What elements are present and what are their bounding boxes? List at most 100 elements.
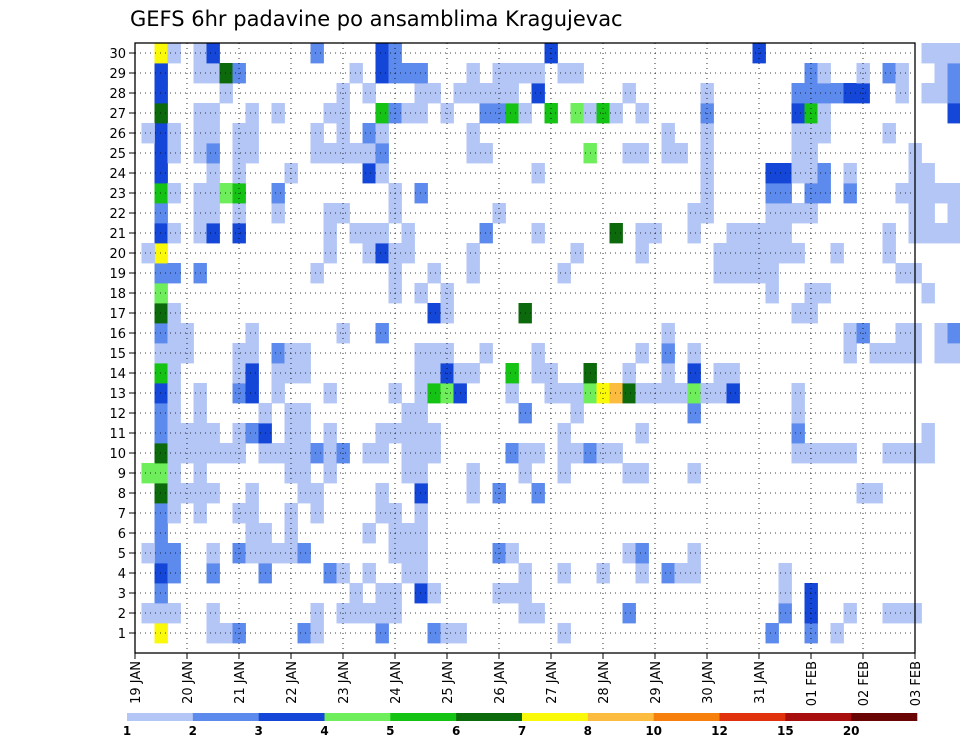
heatmap-cell [817, 63, 831, 84]
heatmap-cell [739, 263, 753, 284]
heatmap-cell [934, 223, 948, 244]
heatmap-cell [219, 63, 233, 84]
x-tick-label: 02 FEB [857, 661, 872, 706]
heatmap-cell [167, 403, 181, 424]
heatmap-cell [219, 443, 233, 464]
heatmap-cell [362, 163, 376, 184]
heatmap-cell [505, 443, 519, 464]
heatmap-cell [934, 323, 948, 344]
heatmap-cell [466, 243, 480, 264]
y-tick-label: 27 [109, 107, 126, 122]
heatmap-cell [245, 323, 259, 344]
y-tick-label: 15 [109, 347, 126, 362]
heatmap-cell [570, 383, 584, 404]
heatmap-cell [310, 143, 324, 164]
heatmap-cell [375, 43, 389, 64]
legend-swatch [785, 713, 852, 721]
heatmap-cell [947, 63, 960, 84]
heatmap-cell [557, 423, 571, 444]
heatmap-cell [635, 143, 649, 164]
y-tick-label: 5 [118, 547, 126, 562]
heatmap-cell [414, 543, 428, 564]
heatmap-cell [414, 103, 428, 124]
y-tick-label: 21 [109, 227, 126, 242]
heatmap-cell [830, 623, 844, 644]
heatmap-cell [375, 503, 389, 524]
heatmap-cell [167, 503, 181, 524]
heatmap-cell [934, 183, 948, 204]
heatmap-cell [167, 443, 181, 464]
heatmap-cell [687, 463, 701, 484]
heatmap-cell [609, 223, 623, 244]
heatmap-cell [154, 383, 168, 404]
heatmap-cell [726, 263, 740, 284]
heatmap-cell [674, 383, 688, 404]
legend-label: 6 [452, 724, 460, 738]
heatmap-cell [310, 443, 324, 464]
heatmap-cell [375, 63, 389, 84]
heatmap-cell [921, 83, 935, 104]
y-tick-label: 3 [118, 587, 126, 602]
heatmap-cell [635, 463, 649, 484]
legend-label: 5 [386, 724, 394, 738]
heatmap-cell [401, 103, 415, 124]
legend-label: 4 [320, 724, 328, 738]
heatmap-cell [297, 363, 311, 384]
legend-label: 8 [584, 724, 592, 738]
heatmap-cell [479, 83, 493, 104]
heatmap-cell [765, 163, 779, 184]
heatmap-cell [154, 163, 168, 184]
heatmap-cell [635, 423, 649, 444]
heatmap-cell [154, 43, 168, 64]
heatmap-cell [349, 143, 363, 164]
heatmap-cell [154, 83, 168, 104]
y-tick-label: 23 [109, 187, 126, 202]
heatmap-cell [414, 483, 428, 504]
y-tick-label: 24 [109, 167, 126, 182]
heatmap-cell [687, 383, 701, 404]
legend-label: 10 [645, 724, 662, 738]
heatmap-cell [661, 383, 675, 404]
y-tick-label: 14 [109, 367, 126, 382]
heatmap-cell [765, 283, 779, 304]
heatmap-cell [310, 623, 324, 644]
y-tick-label: 8 [118, 487, 126, 502]
heatmap-cell [206, 623, 220, 644]
heatmap-cell [362, 443, 376, 464]
heatmap-cell [245, 503, 259, 524]
heatmap-cell [154, 583, 168, 604]
heatmap-cell [531, 343, 545, 364]
heatmap-cell [609, 383, 623, 404]
heatmap-cell [531, 83, 545, 104]
heatmap-cell [271, 543, 285, 564]
heatmap-cell [206, 43, 220, 64]
y-tick-label: 20 [109, 247, 126, 262]
heatmap-cell [271, 203, 285, 224]
heatmap-cell [206, 603, 220, 624]
heatmap-cell [947, 83, 960, 104]
heatmap-cell [765, 623, 779, 644]
legend-label: 3 [254, 724, 262, 738]
heatmap-cell [167, 263, 181, 284]
heatmap-cell [921, 183, 935, 204]
heatmap-cell [921, 203, 935, 224]
heatmap-cell [375, 583, 389, 604]
heatmap-cell [362, 243, 376, 264]
heatmap-cell [245, 483, 259, 504]
heatmap-cell [219, 183, 233, 204]
heatmap-cell [635, 103, 649, 124]
heatmap-cell [245, 363, 259, 384]
heatmap-cell [401, 403, 415, 424]
heatmap-cell [895, 323, 909, 344]
x-tick-label: 29 JAN [649, 661, 664, 704]
heatmap-cell [167, 43, 181, 64]
heatmap-cell [635, 543, 649, 564]
heatmap-cell [297, 343, 311, 364]
heatmap-cell [622, 83, 636, 104]
heatmap-cell [154, 223, 168, 244]
heatmap-cell [479, 103, 493, 124]
y-tick-label: 12 [109, 407, 126, 422]
heatmap-cell [557, 623, 571, 644]
heatmap-cell [791, 443, 805, 464]
heatmap-cell [739, 243, 753, 264]
